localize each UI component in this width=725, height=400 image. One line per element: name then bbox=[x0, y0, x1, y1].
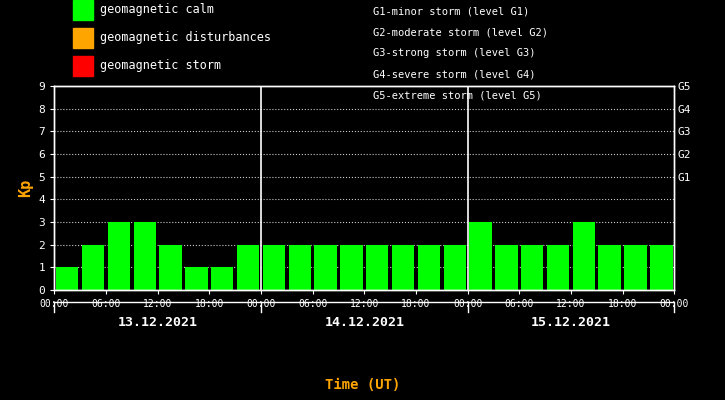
Text: G4-severe storm (level G4): G4-severe storm (level G4) bbox=[373, 70, 536, 80]
Text: geomagnetic storm: geomagnetic storm bbox=[100, 60, 221, 72]
Bar bbox=[469, 222, 492, 290]
Bar bbox=[650, 245, 673, 290]
Text: G2-moderate storm (level G2): G2-moderate storm (level G2) bbox=[373, 27, 548, 37]
Bar bbox=[315, 245, 336, 290]
Bar bbox=[624, 245, 647, 290]
Text: 15.12.2021: 15.12.2021 bbox=[531, 316, 611, 329]
Bar bbox=[185, 267, 207, 290]
Bar bbox=[573, 222, 595, 290]
Bar bbox=[340, 245, 362, 290]
Text: G1-minor storm (level G1): G1-minor storm (level G1) bbox=[373, 6, 530, 16]
Text: Time (UT): Time (UT) bbox=[325, 378, 400, 392]
Bar bbox=[262, 245, 285, 290]
Text: 14.12.2021: 14.12.2021 bbox=[324, 316, 405, 329]
Bar bbox=[392, 245, 414, 290]
Bar bbox=[366, 245, 389, 290]
Bar bbox=[211, 267, 233, 290]
Bar bbox=[547, 245, 569, 290]
Bar bbox=[495, 245, 518, 290]
Bar bbox=[56, 267, 78, 290]
Text: geomagnetic calm: geomagnetic calm bbox=[100, 4, 214, 16]
Text: geomagnetic disturbances: geomagnetic disturbances bbox=[100, 32, 271, 44]
Bar bbox=[599, 245, 621, 290]
Text: 13.12.2021: 13.12.2021 bbox=[117, 316, 198, 329]
Bar bbox=[444, 245, 466, 290]
Y-axis label: Kp: Kp bbox=[18, 179, 33, 197]
Bar bbox=[418, 245, 440, 290]
Text: G3-strong storm (level G3): G3-strong storm (level G3) bbox=[373, 48, 536, 58]
Bar bbox=[160, 245, 182, 290]
Bar bbox=[82, 245, 104, 290]
Bar bbox=[521, 245, 543, 290]
Bar bbox=[289, 245, 311, 290]
Bar bbox=[237, 245, 260, 290]
Bar bbox=[133, 222, 156, 290]
Text: G5-extreme storm (level G5): G5-extreme storm (level G5) bbox=[373, 91, 542, 101]
Bar bbox=[108, 222, 130, 290]
